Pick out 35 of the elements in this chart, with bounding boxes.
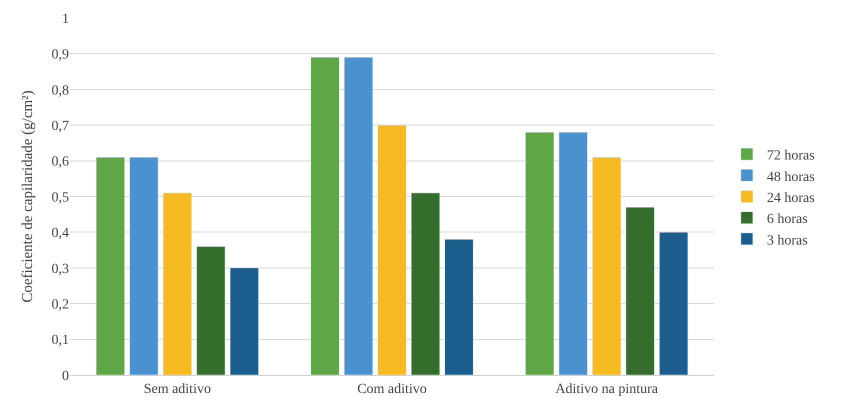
- legend-label: 24 horas: [766, 190, 815, 206]
- legend-label: 72 horas: [766, 148, 815, 164]
- bar: [659, 232, 688, 375]
- x-tick-label: Aditivo na pintura: [555, 382, 659, 397]
- x-tick-label: Sem aditivo: [144, 382, 211, 397]
- bar: [96, 156, 125, 375]
- bar: [525, 132, 554, 375]
- y-tick-label: 0,7: [52, 119, 69, 134]
- y-axis-title: Coeficiente de capilaridade (g/cm²): [20, 90, 36, 303]
- bar: [444, 239, 474, 375]
- bar: [310, 57, 340, 375]
- bar: [378, 124, 406, 375]
- y-tick-label: 0,4: [52, 226, 69, 242]
- y-tick-label: 0,2: [52, 298, 69, 312]
- y-tick-label: 0,6: [52, 154, 69, 170]
- bar: [626, 206, 655, 375]
- x-tick-label: Com aditivo: [357, 382, 427, 397]
- y-tick-label: 0,8: [52, 83, 69, 98]
- y-tick-label: 0,9: [52, 48, 69, 63]
- legend-label: 48 horas: [766, 170, 815, 185]
- y-tick-label: 0,1: [52, 333, 69, 348]
- y-tick-label: 0,5: [52, 190, 69, 206]
- bar: [411, 192, 440, 375]
- y-tick-label: 0,3: [52, 262, 69, 277]
- legend-label: 3 horas: [766, 233, 808, 248]
- bar: [129, 156, 158, 375]
- bar: [558, 132, 588, 375]
- y-tick-label: 0: [62, 368, 69, 384]
- bar: [592, 156, 622, 375]
- bar: [196, 246, 226, 375]
- bar: [162, 192, 192, 375]
- y-tick-label: 1: [62, 12, 69, 27]
- bar: [230, 268, 259, 375]
- legend-label: 6 horas: [766, 212, 808, 228]
- bar: [344, 57, 373, 375]
